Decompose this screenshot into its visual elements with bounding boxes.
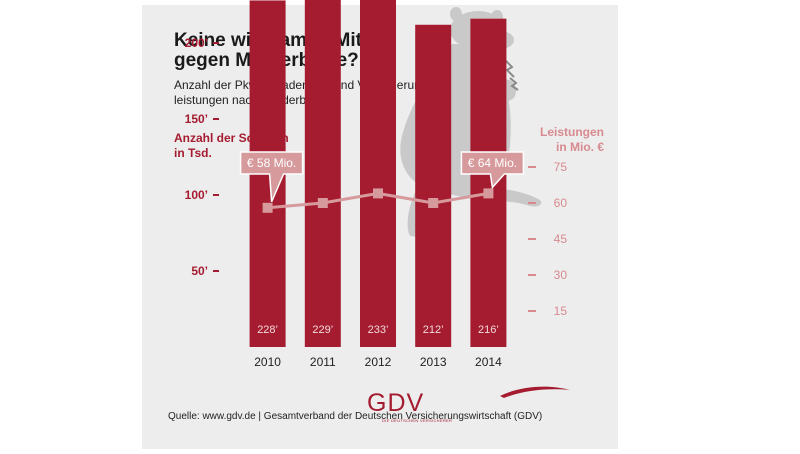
logo-text: GDV [367,389,425,417]
x-tick-label: 2014 [475,355,502,369]
left-tick-label: 200’ [185,36,208,50]
logo-subtitle: DIE DEUTSCHEN VERSICHERER [382,418,453,423]
line-series [262,188,494,213]
bar-series [249,0,507,348]
line-point [373,188,383,199]
right-tick-label: 45 [554,232,568,246]
bar-value-labels: 228’ 229’ 233’ 212’ 216’ [257,324,499,336]
right-axis-title-line-2: in Mio. € [556,140,604,154]
x-tick-label: 2012 [365,355,392,369]
x-tick-label: 2010 [254,355,281,369]
x-tick-label: 2011 [310,355,336,369]
annotation-text: € 64 Mio. [468,156,517,170]
right-tick-label: 15 [554,304,568,318]
logo-swoosh-icon [500,386,570,398]
bar [360,0,396,348]
right-tick-label: 60 [554,196,568,210]
left-axis-ticks: 50’100’150’200’250’ [185,36,219,278]
right-axis-title-line-1: Leistungen [539,125,604,139]
annotation-box [239,151,304,203]
right-axis-title: Leistungen in Mio. € [540,125,604,155]
lightning-icon [504,59,519,91]
right-tick-label: 75 [554,160,568,174]
annotation-callout: € 64 Mio. [460,151,525,190]
line-point [428,198,439,208]
bar-value-label: 229’ [312,324,333,336]
right-tick-label: 30 [554,268,568,282]
line-point [317,198,328,208]
x-axis-tick-labels: 2010 2011 2012 2013 2014 [254,355,502,369]
bar [415,24,452,347]
annotation-callout: € 58 Mio. [239,151,304,203]
bar-value-label: 228’ [257,324,278,336]
annotation-text: € 58 Mio. [247,156,296,170]
left-tick-label: 50’ [191,264,208,278]
line-point [483,188,494,199]
annotation-box [460,151,525,190]
bar [304,0,341,347]
bar-value-label: 233’ [368,324,389,336]
left-tick-label: 100’ [185,188,208,202]
left-tick-label: 150’ [185,112,208,126]
x-tick-label: 2013 [420,355,447,369]
bar [470,18,507,348]
right-axis-ticks: 15 30 45 60 75 [528,160,567,318]
source-note: Quelle: www.gdv.de | Gesamtverband der D… [168,411,543,422]
bar-value-label: 216’ [478,324,499,336]
line-point [262,202,273,213]
left-axis-title-line-2: in Tsd. [174,146,212,160]
annotations: € 58 Mio. € 64 Mio. [239,151,525,203]
bar-value-label: 212’ [423,324,444,336]
